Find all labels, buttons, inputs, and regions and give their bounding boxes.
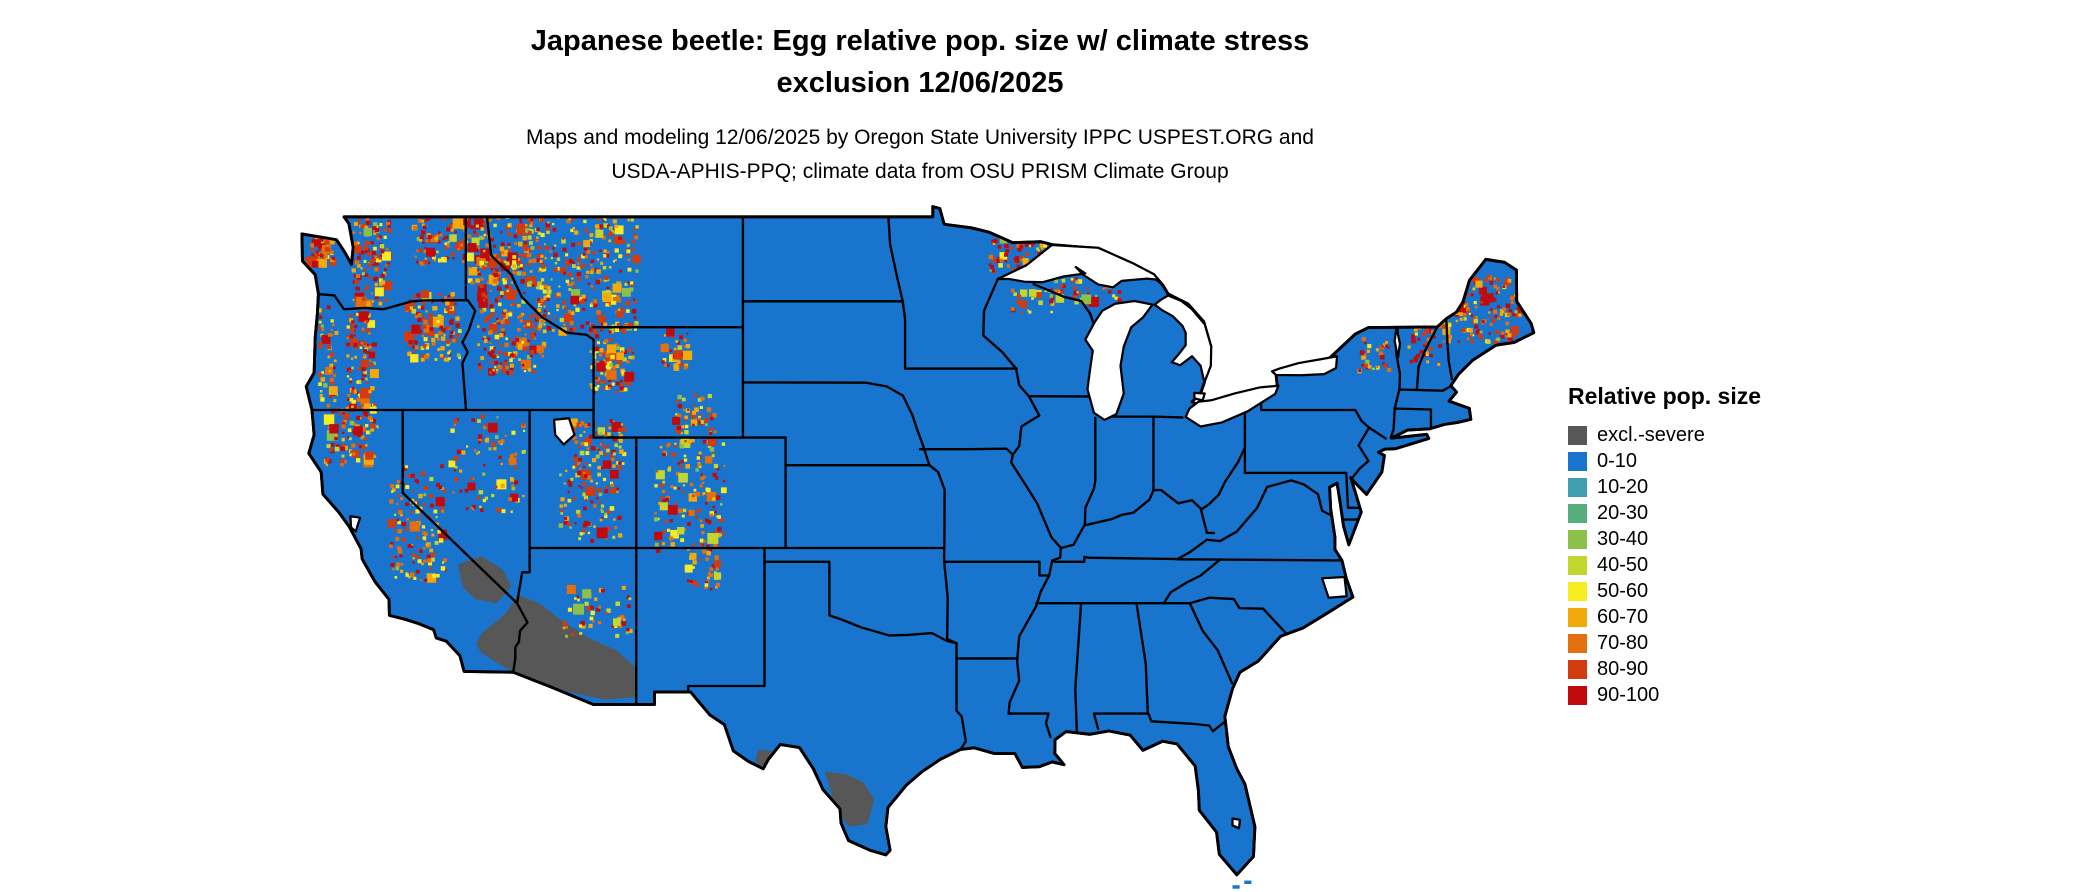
legend-item: 20-30 (1568, 500, 1828, 526)
legend-item-label: 80-90 (1597, 658, 1649, 680)
legend-item: 40-50 (1568, 552, 1828, 578)
legend-swatch (1568, 555, 1587, 575)
legend-item-label: 10-20 (1597, 476, 1649, 498)
legend-item-label: excl.-severe (1597, 424, 1705, 446)
population-hotspots (305, 214, 1524, 638)
legend: Relative pop. size excl.-severe 0-10 10-20… (1568, 383, 1828, 708)
legend-item-label: 0-10 (1597, 450, 1638, 472)
legend-swatch (1568, 477, 1587, 497)
map-title-line2: exclusion 12/06/2025 (776, 67, 1064, 99)
legend-swatch (1568, 633, 1587, 653)
legend-item: 90-100 (1568, 682, 1828, 708)
legend-swatch (1568, 503, 1587, 523)
legend-swatch (1568, 659, 1587, 679)
legend-item: 60-70 (1568, 604, 1828, 630)
florida-keys (1232, 880, 1252, 889)
legend-swatch (1568, 581, 1587, 601)
legend-item-label: 60-70 (1597, 606, 1649, 628)
legend-item: 0-10 (1568, 448, 1828, 474)
exclusion-zones (458, 556, 875, 827)
legend-item: excl.-severe (1568, 422, 1828, 448)
legend-item-label: 50-60 (1597, 580, 1649, 602)
legend-item: 30-40 (1568, 526, 1828, 552)
legend-swatch (1568, 685, 1587, 705)
legend-title: Relative pop. size (1568, 383, 1762, 409)
map-title: Japanese beetle: Egg relative pop. size … (0, 20, 1840, 104)
legend-item: 50-60 (1568, 578, 1828, 604)
legend-item-label: 40-50 (1597, 554, 1649, 576)
map-title-line1: Japanese beetle: Egg relative pop. size … (530, 25, 1310, 57)
map-subtitle: Maps and modeling 12/06/2025 by Oregon S… (0, 121, 1840, 189)
legend-items: excl.-severe 0-10 10-20 20-30 30-40 40-50 50-6… (1568, 422, 1828, 708)
legend-item: 80-90 (1568, 656, 1828, 682)
us-map (300, 205, 1536, 889)
state-borders (310, 215, 1454, 751)
legend-swatch (1568, 607, 1587, 627)
legend-swatch (1568, 425, 1587, 445)
legend-item-label: 70-80 (1597, 632, 1649, 654)
great-lakes (349, 243, 1402, 830)
map-subtitle-line1: Maps and modeling 12/06/2025 by Oregon S… (526, 126, 1314, 149)
legend-item-label: 30-40 (1597, 528, 1649, 550)
legend-item-label: 90-100 (1597, 684, 1660, 706)
map-subtitle-line2: USDA-APHIS-PPQ; climate data from OSU PR… (611, 160, 1229, 183)
legend-item-label: 20-30 (1597, 502, 1649, 524)
legend-item: 70-80 (1568, 630, 1828, 656)
legend-swatch (1568, 529, 1587, 549)
legend-item: 10-20 (1568, 474, 1828, 500)
legend-swatch (1568, 451, 1587, 471)
